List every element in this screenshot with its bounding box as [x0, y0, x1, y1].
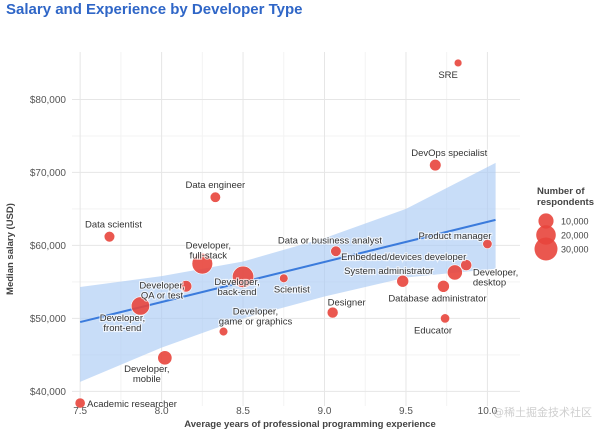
data-point-label: SRE — [438, 70, 458, 81]
y-tick-label: $60,000 — [30, 241, 67, 252]
y-tick-label: $80,000 — [30, 95, 67, 106]
y-tick-label: $40,000 — [30, 387, 67, 398]
x-tick-label: 7.5 — [73, 406, 87, 417]
data-point-label: Developer, game or graphics — [219, 307, 293, 328]
legend-title: Number of respondents — [537, 186, 594, 208]
data-point-label: Data or business analyst — [278, 235, 382, 246]
data-point-label-line: front-end — [103, 323, 141, 334]
data-point — [446, 264, 463, 281]
point-labels: SRE DevOps specialist Data engineer Data sc… — [84, 69, 520, 411]
data-point-label: Academic researcher — [87, 399, 177, 410]
data-point-label: Designer — [328, 298, 366, 309]
data-point-label-line: QA or test — [141, 290, 184, 301]
data-point-label-line: DevOps specialist — [411, 148, 487, 159]
legend-label: 20,000 — [561, 231, 589, 241]
data-point-label-line: Developer, — [186, 241, 231, 252]
data-point — [191, 253, 213, 275]
data-points — [74, 58, 493, 409]
data-point-label: Developer, full-stack — [186, 241, 231, 262]
y-tick-label: $70,000 — [30, 168, 67, 179]
legend-label: 30,000 — [561, 245, 589, 255]
watermark: @稀土掘金技术社区 — [493, 406, 592, 419]
data-point — [279, 273, 289, 283]
data-point-label: Data scientist — [85, 220, 142, 231]
data-point-label-line: Developer, — [139, 280, 184, 291]
data-point-label: Scientist — [274, 284, 310, 295]
data-point — [429, 159, 442, 172]
x-tick-label: 9.5 — [399, 406, 413, 417]
data-point-label-line: Data or business analyst — [278, 235, 382, 246]
data-point-label-line: Academic researcher — [87, 399, 177, 410]
data-point-label-line: Data scientist — [85, 220, 142, 231]
data-point — [460, 259, 473, 272]
data-point-label: Developer, desktop — [473, 267, 518, 288]
data-point — [74, 397, 86, 409]
data-point-label-line: Developer, — [233, 307, 278, 318]
legend-swatch — [534, 237, 558, 261]
data-point-label-line: Developer, — [124, 364, 169, 375]
data-point-label: Data engineer — [186, 180, 246, 191]
data-point-label: Database administrator — [388, 293, 486, 304]
data-point-label-line: Database administrator — [388, 293, 486, 304]
data-point-label-line: Data engineer — [186, 180, 246, 191]
data-point-label-line: Developer, — [100, 313, 145, 324]
data-point-label: Developer, front-end — [100, 313, 145, 334]
data-point — [218, 326, 229, 337]
data-point-label-line: Developer, — [214, 277, 259, 288]
data-point-label-line: Designer — [328, 298, 366, 309]
data-point-label-line: back-end — [218, 287, 257, 298]
data-point — [326, 306, 339, 319]
data-point-label-line: System administrator — [344, 266, 433, 277]
legend-title-line: Number of — [537, 186, 585, 197]
data-point — [209, 191, 221, 203]
x-tick-label: 8.5 — [236, 406, 250, 417]
data-point — [179, 280, 193, 293]
data-point-label-line: mobile — [133, 374, 161, 385]
data-point — [330, 245, 342, 257]
data-point-label: Embedded/devices developer — [341, 252, 466, 263]
data-point-label-line: desktop — [473, 277, 506, 288]
data-point-label: Product manager — [419, 231, 492, 242]
legend-title-line: respondents — [537, 197, 594, 208]
data-point — [396, 274, 410, 288]
data-point-label-line: full-stack — [190, 251, 228, 262]
data-point — [103, 231, 116, 243]
data-point-label: Developer, back-end — [214, 277, 259, 298]
data-point — [437, 280, 450, 293]
data-point-label: Educator — [414, 325, 452, 336]
chart-title: Salary and Experience by Developer Type — [6, 1, 303, 18]
axes: 7.5 8.0 8.5 9.0 9.5 10.0 $40,000 $50,000 $60,000… — [5, 95, 498, 430]
x-tick-label: 9.0 — [318, 406, 332, 417]
y-tick-label: $50,000 — [30, 314, 67, 325]
data-point-label: DevOps specialist — [411, 148, 487, 159]
legend-label: 10,000 — [561, 217, 589, 227]
data-point — [440, 313, 451, 324]
data-point-label: Developer, mobile — [124, 364, 169, 385]
y-axis-label: Median salary (USD) — [5, 203, 16, 295]
data-point-label-line: game or graphics — [219, 317, 293, 328]
confidence-band — [80, 162, 496, 382]
x-axis-label: Average years of professional programmin… — [184, 419, 436, 430]
x-tick-label: 10.0 — [478, 406, 498, 417]
data-point — [157, 350, 173, 366]
data-point-label-line: Educator — [414, 325, 452, 336]
data-point-label-line: SRE — [438, 70, 458, 81]
data-point — [130, 296, 150, 316]
confidence-band-layer — [80, 162, 496, 382]
legend: Number of respondents 10,000 20,000 30,000 — [534, 186, 594, 261]
x-tick-label: 8.0 — [155, 406, 169, 417]
data-point-label-line: Developer, — [473, 267, 518, 278]
data-point-label-line: Embedded/devices developer — [341, 252, 466, 263]
data-point-label-line: Scientist — [274, 284, 310, 295]
legend-swatch — [538, 213, 554, 229]
data-point — [232, 265, 255, 288]
data-point-label: Developer, QA or test — [139, 280, 184, 301]
data-point-label: System administrator — [344, 266, 433, 277]
data-point — [482, 238, 493, 249]
data-point-label-line: Product manager — [419, 231, 492, 242]
data-point — [453, 58, 463, 68]
